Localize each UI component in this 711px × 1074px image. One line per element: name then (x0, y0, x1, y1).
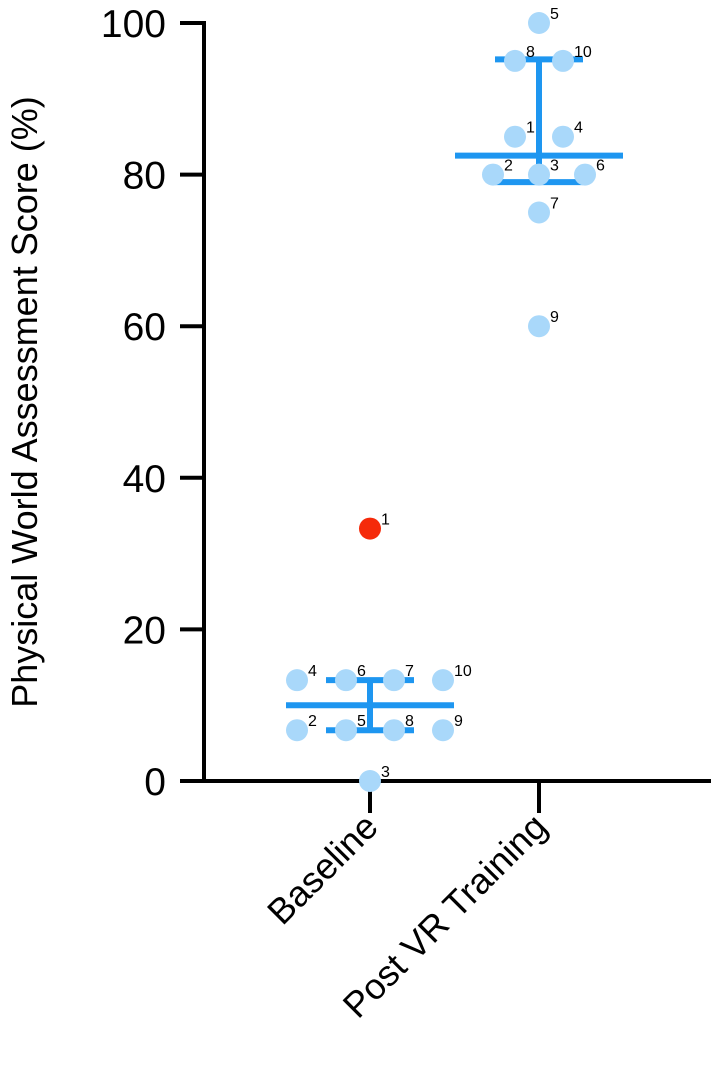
data-point (335, 719, 357, 742)
data-point (574, 163, 596, 186)
point-label: 7 (405, 663, 414, 680)
point-label: 2 (308, 713, 317, 730)
point-label: 9 (454, 713, 463, 730)
data-point (482, 163, 504, 186)
data-point (528, 12, 550, 34)
outlier-point (359, 517, 381, 540)
point-label: 7 (550, 196, 559, 213)
y-tick-label: 80 (123, 155, 166, 198)
data-point (286, 669, 308, 692)
y-tick-label: 60 (123, 306, 166, 349)
y-tick-label: 100 (101, 3, 166, 46)
point-label: 3 (550, 158, 559, 175)
point-label: 1 (526, 120, 535, 137)
point-label: 3 (381, 764, 390, 781)
data-point (432, 669, 454, 692)
data-point (383, 719, 405, 742)
y-tick-label: 20 (123, 609, 166, 652)
data-point (286, 719, 308, 742)
data-point (528, 315, 550, 338)
data-point (552, 125, 574, 148)
point-label: 5 (550, 6, 559, 23)
x-tick-label: Baseline (259, 806, 386, 933)
point-label: 8 (526, 44, 535, 61)
point-label: 8 (405, 713, 414, 730)
summary-bars (286, 56, 623, 734)
data-point (383, 669, 405, 692)
data-points (286, 12, 596, 792)
point-label: 1 (381, 512, 390, 529)
point-label: 5 (357, 713, 366, 730)
y-tick-label: 40 (123, 458, 166, 501)
data-point (504, 49, 526, 72)
point-label: 10 (574, 44, 592, 61)
data-point (528, 163, 550, 186)
data-point (528, 201, 550, 224)
point-label: 6 (357, 663, 366, 680)
point-label: 4 (574, 120, 583, 137)
data-point (504, 125, 526, 148)
data-point (432, 719, 454, 742)
data-point (552, 49, 574, 72)
point-label: 6 (596, 158, 605, 175)
y-tick-label: 0 (144, 761, 166, 804)
point-label: 10 (454, 663, 472, 680)
data-point (359, 770, 381, 792)
y-axis-title: Physical World Assessment Score (%) (4, 96, 45, 708)
data-point (335, 669, 357, 692)
point-label: 2 (504, 158, 513, 175)
point-label: 9 (550, 309, 559, 326)
point-labels: 3 1 2 5 8 9 4 6 7 10 9 7 2 3 6 1 4 8 10 5 (308, 6, 605, 781)
point-label: 4 (308, 663, 317, 680)
